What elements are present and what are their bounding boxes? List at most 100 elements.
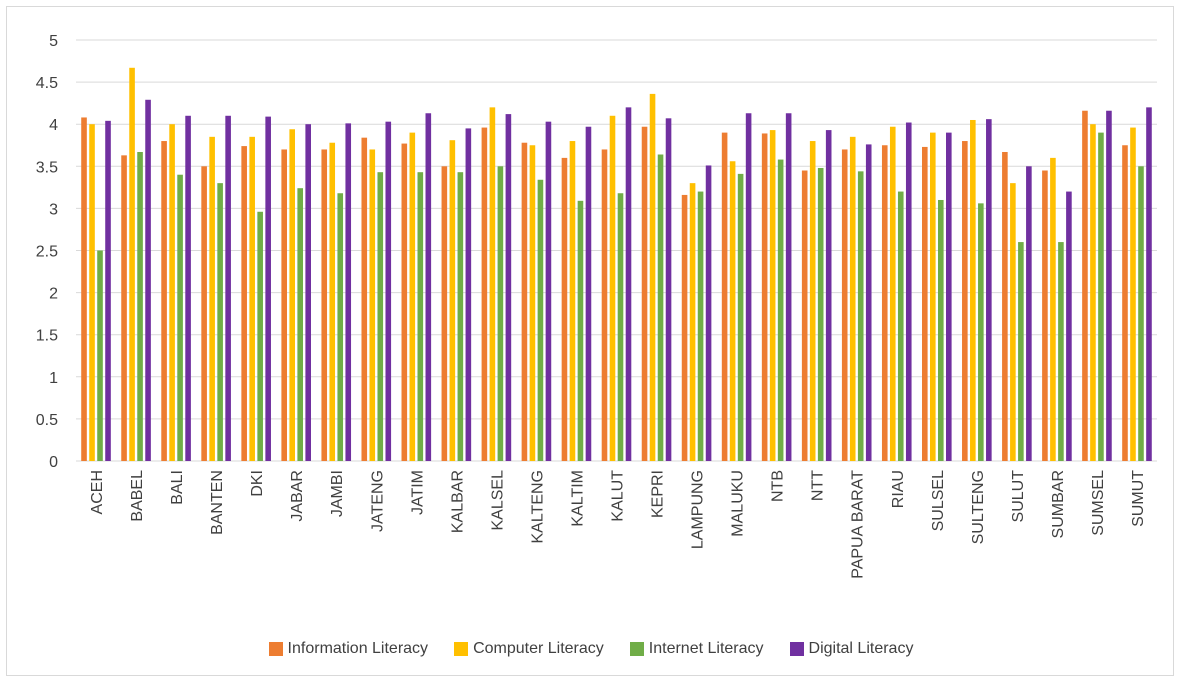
x-tick-label: BANTEN bbox=[209, 470, 226, 535]
bar bbox=[249, 136, 255, 461]
bar bbox=[1002, 151, 1008, 462]
bar bbox=[305, 124, 311, 461]
legend-item: Information Literacy bbox=[268, 640, 429, 658]
bar bbox=[585, 126, 592, 461]
bar bbox=[801, 170, 808, 461]
x-tick-label: JATIM bbox=[409, 470, 426, 515]
legend-item: Computer Literacy bbox=[454, 640, 604, 658]
bar bbox=[289, 129, 295, 461]
bar bbox=[481, 127, 488, 461]
x-tick-label: BABEL bbox=[129, 470, 146, 522]
bar bbox=[1106, 110, 1112, 461]
legend-label: Computer Literacy bbox=[473, 640, 604, 657]
y-tick-label: 1 bbox=[49, 370, 58, 387]
bar bbox=[505, 114, 512, 461]
bar bbox=[521, 142, 528, 461]
y-tick-label: 4.5 bbox=[36, 75, 58, 92]
bar bbox=[729, 161, 736, 461]
bar bbox=[721, 132, 728, 461]
bar bbox=[665, 118, 672, 461]
legend-item: Digital Literacy bbox=[789, 640, 914, 658]
bar bbox=[209, 136, 215, 461]
legend-swatch bbox=[629, 642, 644, 656]
bar bbox=[265, 116, 271, 462]
bar bbox=[825, 130, 832, 461]
bar bbox=[201, 166, 207, 462]
bar bbox=[641, 126, 648, 461]
bars bbox=[81, 67, 1152, 462]
bar bbox=[1058, 242, 1064, 461]
x-tick-label: LAMPUNG bbox=[690, 470, 707, 549]
bar bbox=[385, 121, 392, 462]
x-tick-label: ACEH bbox=[89, 470, 106, 514]
bar bbox=[545, 121, 552, 462]
bar bbox=[321, 149, 328, 461]
x-tick-label: KALBAR bbox=[449, 470, 466, 533]
bar bbox=[938, 199, 944, 462]
bar bbox=[241, 146, 247, 461]
bar bbox=[577, 200, 584, 461]
bar bbox=[449, 140, 456, 461]
bar bbox=[905, 122, 912, 462]
legend-label: Information Literacy bbox=[287, 640, 429, 657]
x-tick-label: JAMBI bbox=[329, 470, 346, 517]
bar bbox=[345, 123, 352, 462]
bar bbox=[489, 107, 496, 462]
bar bbox=[441, 166, 448, 462]
bar bbox=[1010, 183, 1016, 461]
y-tick-label: 4 bbox=[49, 117, 58, 134]
bar bbox=[1082, 110, 1088, 461]
bar bbox=[169, 124, 175, 461]
bar bbox=[417, 172, 424, 461]
bar bbox=[425, 113, 432, 461]
bar bbox=[281, 149, 287, 461]
bar bbox=[121, 155, 127, 461]
bar bbox=[922, 146, 928, 461]
bar bbox=[705, 165, 712, 461]
bar bbox=[369, 149, 376, 461]
bar bbox=[409, 132, 416, 461]
bar bbox=[897, 191, 904, 461]
bar bbox=[697, 191, 704, 461]
legend-label: Digital Literacy bbox=[808, 640, 914, 657]
bar bbox=[930, 132, 936, 461]
bar bbox=[1042, 170, 1048, 461]
bar bbox=[1026, 166, 1032, 462]
bar bbox=[737, 173, 744, 461]
bar bbox=[1050, 157, 1056, 461]
gridlines bbox=[76, 39, 1157, 462]
bar bbox=[457, 172, 464, 461]
y-tick-label: 3 bbox=[49, 201, 58, 218]
bar bbox=[225, 115, 231, 461]
x-tick-label: KALSEL bbox=[489, 470, 506, 531]
bar bbox=[177, 174, 183, 461]
bar bbox=[361, 137, 368, 462]
x-tick-label: NTB bbox=[770, 470, 787, 502]
bar bbox=[137, 151, 143, 462]
bar bbox=[681, 194, 688, 461]
bar bbox=[986, 119, 992, 462]
bar bbox=[865, 144, 872, 461]
bar bbox=[1130, 127, 1136, 461]
legend-label: Internet Literacy bbox=[648, 640, 764, 657]
bar bbox=[1066, 191, 1072, 461]
y-tick-label: 2.5 bbox=[36, 244, 58, 261]
y-tick-label: 0 bbox=[49, 454, 58, 471]
bar bbox=[761, 133, 768, 461]
bar bbox=[97, 250, 103, 461]
bar bbox=[617, 193, 624, 462]
legend: Information Literacy Computer Literacy Int… bbox=[0, 640, 1182, 658]
x-tick-label: MALUKU bbox=[730, 470, 747, 537]
bar bbox=[657, 154, 664, 461]
y-tick-label: 3.5 bbox=[36, 159, 58, 176]
bar bbox=[889, 126, 896, 461]
bar bbox=[185, 115, 191, 461]
bar bbox=[401, 143, 408, 461]
x-tick-label: SULTENG bbox=[970, 470, 987, 544]
bar bbox=[537, 179, 544, 461]
y-tick-label: 2 bbox=[49, 286, 58, 303]
bar bbox=[809, 141, 816, 462]
bar bbox=[297, 188, 303, 461]
bar bbox=[569, 141, 576, 462]
